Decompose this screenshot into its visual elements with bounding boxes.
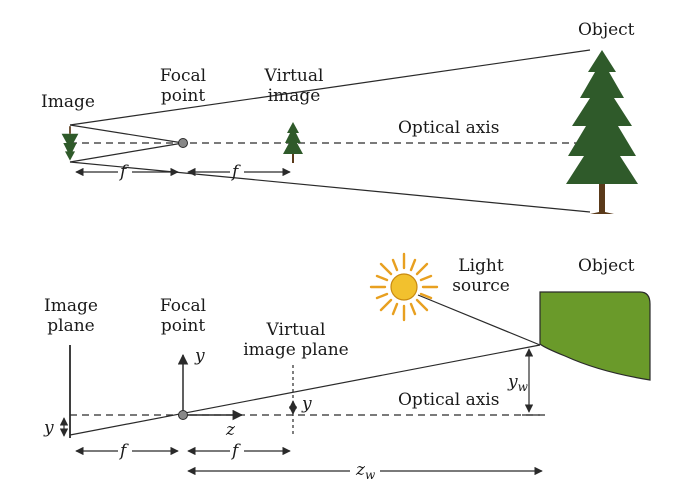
virtual-image-plane-label-line1: Virtual xyxy=(266,320,326,340)
zw-label-main: z xyxy=(356,460,365,480)
bottom-focal-point-dot xyxy=(178,410,188,420)
bottom-diagram xyxy=(59,294,545,476)
virtual-image-plane-label-line2: image plane xyxy=(243,340,349,360)
bottom-f-left-label: f xyxy=(120,441,127,461)
yw-label-sub: w xyxy=(517,380,528,394)
image-plane-label-line1: Image xyxy=(44,296,98,316)
top-f-right-label: f xyxy=(232,162,239,182)
bottom-f-right-label: f xyxy=(232,441,239,461)
light-source-label-line2: source xyxy=(452,276,510,296)
y-axis-label: y xyxy=(195,346,205,366)
top-ray-upper xyxy=(69,49,591,126)
top-focal-point-dot xyxy=(178,138,188,148)
top-image-tree-icon xyxy=(61,126,79,161)
top-focal-point-label: Focal point xyxy=(150,66,216,106)
top-focal-point-label-line1: Focal xyxy=(159,66,207,86)
bottom-focal-point-label: Focal point xyxy=(150,296,216,336)
top-object-label: Object xyxy=(578,20,635,40)
virtual-y-label: y xyxy=(302,394,312,414)
bottom-object-label: Object xyxy=(578,256,635,276)
zw-label-sub: w xyxy=(364,468,376,482)
bottom-ray xyxy=(69,344,541,436)
top-object-tree-icon xyxy=(566,50,638,214)
image-plane-label-line2: plane xyxy=(47,316,95,336)
light-source-label-line1: Light xyxy=(458,256,504,276)
bottom-optical-axis-label: Optical axis xyxy=(398,390,500,410)
top-virtual-image-tree-icon xyxy=(283,122,303,163)
top-virtual-image-label-line2: image xyxy=(267,86,321,106)
yw-label-main: y xyxy=(508,372,518,392)
top-image-label: Image xyxy=(41,92,95,112)
top-ray-cross-b xyxy=(69,142,184,163)
top-virtual-image-label: Virtual image xyxy=(252,66,336,106)
object-shape xyxy=(539,291,651,381)
virtual-image-plane-label: Virtual image plane xyxy=(238,320,354,360)
top-virtual-image-label-line1: Virtual xyxy=(264,66,324,86)
image-plane-label: Image plane xyxy=(40,296,102,336)
top-optical-axis-label: Optical axis xyxy=(398,118,500,138)
light-source-label: Light source xyxy=(448,256,514,296)
top-f-left-label: f xyxy=(120,162,127,182)
image-y-label: y xyxy=(44,418,54,438)
yw-label: yw xyxy=(508,372,528,397)
top-ray-lower xyxy=(69,161,591,213)
light-ray xyxy=(417,294,541,346)
bottom-focal-point-label-line1: Focal xyxy=(159,296,207,316)
top-focal-point-label-line2: point xyxy=(160,86,206,106)
light-source-sun-icon xyxy=(369,252,439,322)
top-diagram xyxy=(69,49,591,213)
top-ray-cross-a xyxy=(69,124,184,144)
bottom-focal-point-label-line2: point xyxy=(160,316,206,336)
zw-label: zw xyxy=(356,460,375,485)
z-axis-label: z xyxy=(226,420,235,440)
